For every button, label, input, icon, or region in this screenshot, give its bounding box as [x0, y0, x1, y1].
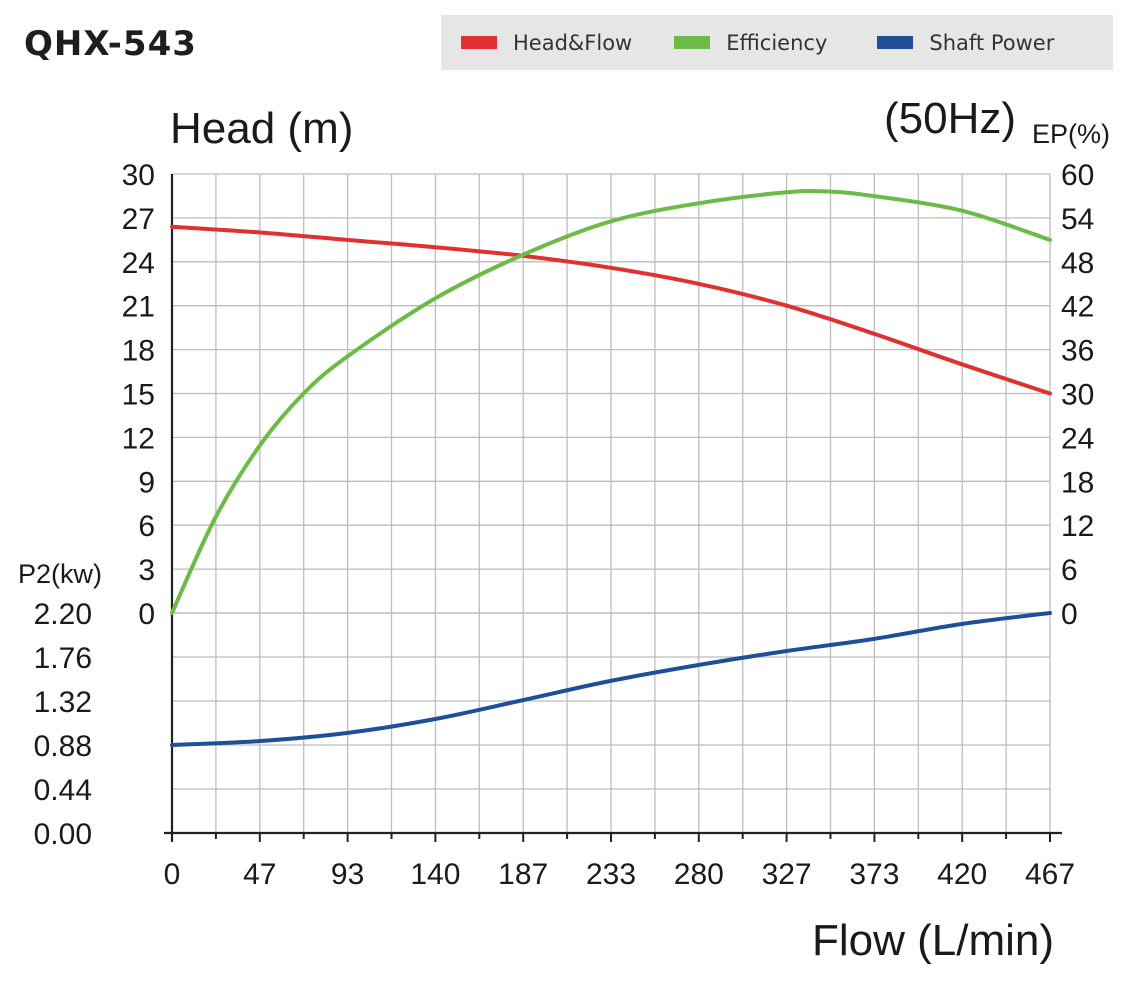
- legend-label-head: Head&Flow: [513, 30, 633, 55]
- x-tick-label: 140: [410, 858, 460, 891]
- y-tick-label-head: 6: [138, 510, 155, 543]
- frequency-label: (50Hz): [884, 94, 1016, 143]
- shaft-power-line: [170, 611, 1052, 747]
- y-axis-label-power: P2(kw): [18, 559, 102, 589]
- y-tick-label-efficiency: 24: [1061, 422, 1094, 455]
- x-tick-label: 420: [937, 858, 987, 891]
- y-tick-label-efficiency: 18: [1061, 466, 1094, 499]
- x-tick-label: 187: [498, 858, 548, 891]
- x-tick-label: 373: [849, 858, 899, 891]
- y-tick-label-power: 2.20: [34, 598, 92, 631]
- y-tick-label-head: 9: [138, 466, 155, 499]
- axes: [164, 174, 1062, 842]
- y-tick-label-efficiency: 36: [1061, 335, 1094, 368]
- y-tick-label-efficiency: 54: [1061, 203, 1094, 236]
- y-tick-label-head: 15: [122, 379, 155, 412]
- x-tick-label: 327: [762, 858, 812, 891]
- efficiency-swatch: [674, 36, 711, 49]
- y-tick-label-power: 0.44: [34, 774, 92, 807]
- power-swatch: [877, 36, 914, 49]
- legend-item-efficiency: Efficiency: [674, 31, 827, 55]
- y-tick-label-efficiency: 48: [1061, 247, 1094, 280]
- x-tick-label: 280: [674, 858, 724, 891]
- x-tick-label: 0: [164, 858, 181, 891]
- x-tick-label: 47: [243, 858, 276, 891]
- y-tick-label-efficiency: 6: [1061, 554, 1078, 587]
- y-tick-label-efficiency: 42: [1061, 291, 1094, 324]
- y-tick-label-power: 1.76: [34, 642, 92, 675]
- y-tick-label-power: 1.32: [34, 686, 92, 719]
- x-tick-label: 467: [1025, 858, 1075, 891]
- series-lines: [170, 188, 1052, 747]
- y-tick-label-power: 0.88: [34, 730, 92, 763]
- y-tick-label-efficiency: 60: [1061, 159, 1094, 192]
- y-tick-label-head: 21: [122, 291, 155, 324]
- y-tick-label-head: 0: [138, 598, 155, 631]
- legend-label-power: Shaft Power: [929, 30, 1055, 55]
- y-tick-label-head: 30: [122, 159, 155, 192]
- head-flow-line: [170, 224, 1052, 396]
- y-tick-label-efficiency: 0: [1061, 598, 1078, 631]
- x-tick-label: 233: [586, 858, 636, 891]
- legend-item-power: Shaft Power: [877, 31, 1054, 55]
- y-tick-label-power: 0.00: [34, 818, 92, 851]
- y-axis-label-efficiency: EP(%): [1032, 119, 1110, 149]
- y-tick-label-head: 27: [122, 203, 155, 236]
- x-tick-label: 93: [331, 858, 364, 891]
- y-tick-label-head: 12: [122, 422, 155, 455]
- legend-label-efficiency: Efficiency: [726, 30, 828, 55]
- y-tick-label-head: 3: [138, 554, 155, 587]
- x-axis-label: Flow (L/min): [812, 916, 1054, 965]
- tick-labels: 0 47 93 140 187 233 280 327 373 420 46703691215182…: [34, 159, 1095, 891]
- grid: [171, 173, 1051, 834]
- efficiency-line: [170, 188, 1052, 615]
- y-tick-label-head: 24: [122, 247, 155, 280]
- chart-title: QHX-543: [24, 24, 197, 64]
- y-axis-label-head: Head (m): [170, 104, 353, 153]
- y-tick-label-efficiency: 12: [1061, 510, 1094, 543]
- y-tick-label-head: 18: [122, 335, 155, 368]
- head-swatch: [461, 36, 497, 49]
- legend: Head&Flow Efficiency Shaft Power: [441, 15, 1113, 70]
- y-tick-label-efficiency: 30: [1061, 379, 1094, 412]
- legend-item-head: Head&Flow: [461, 31, 632, 55]
